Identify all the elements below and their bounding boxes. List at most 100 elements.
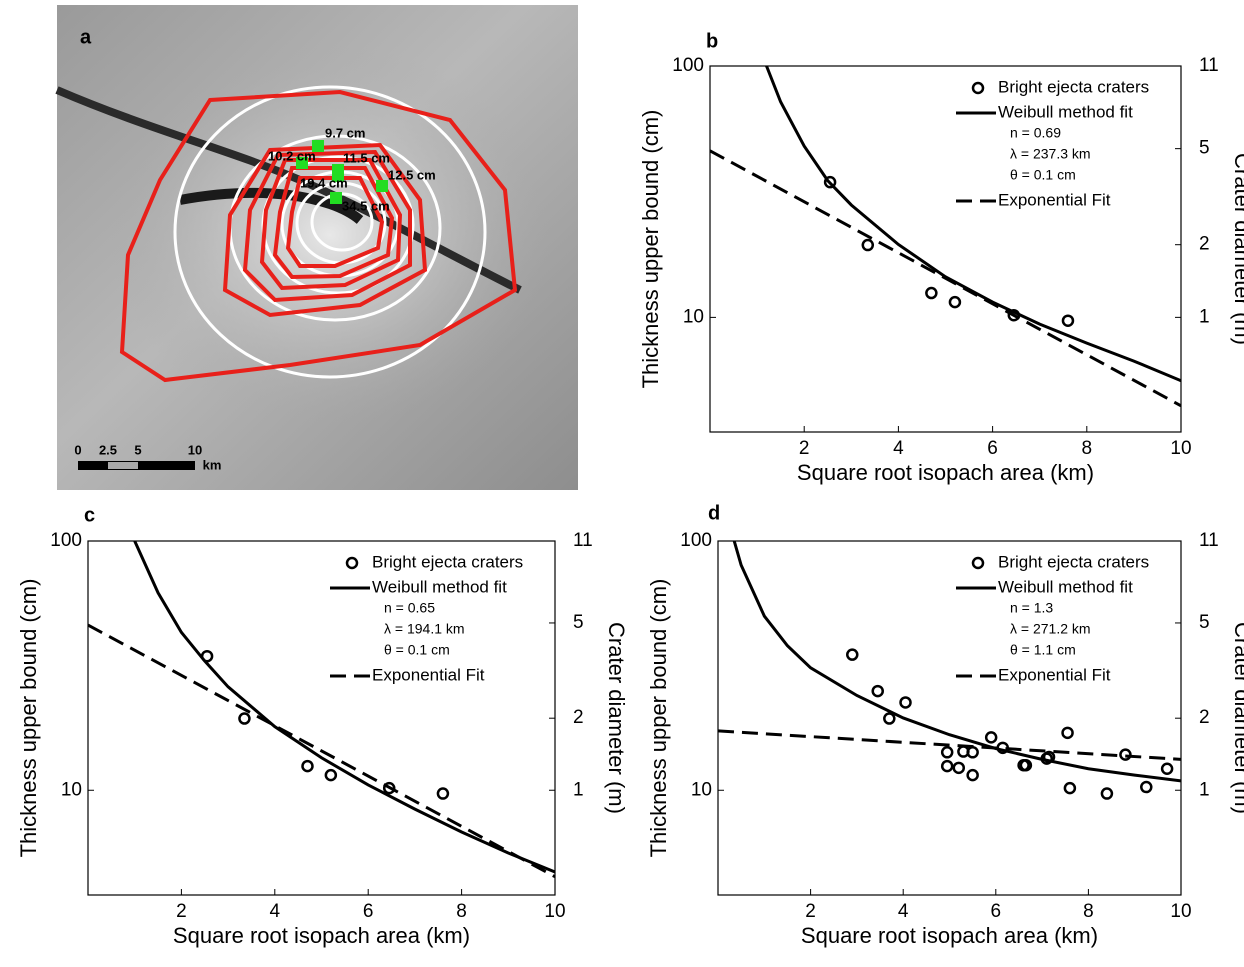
- panel-label: c: [84, 504, 95, 526]
- data-point: [382, 781, 396, 795]
- fissure: [179, 188, 364, 224]
- x-tick-label: 4: [893, 438, 904, 459]
- x-axis-label: Square root isopach area (km): [801, 923, 1098, 948]
- data-point: [940, 759, 954, 773]
- exponential-fit-line: [718, 729, 1181, 761]
- panel-label: d: [708, 502, 720, 524]
- fit-parameter: λ = 194.1 km: [384, 621, 465, 637]
- y-tick-label: 100: [672, 55, 704, 76]
- scale-label: 10: [188, 442, 202, 457]
- plot-area: [710, 66, 1181, 408]
- x-tick-label: 8: [456, 901, 467, 922]
- legend-label: Weibull method fit: [998, 577, 1133, 596]
- data-point: [899, 696, 912, 709]
- legend-label: Exponential Fit: [372, 665, 485, 684]
- legend-marker: [971, 556, 985, 570]
- x-tick-label: 10: [544, 901, 565, 922]
- y2-tick-label: 11: [1199, 55, 1219, 76]
- y2-tick-label: 2: [1199, 234, 1210, 255]
- legend-label: Bright ejecta craters: [998, 77, 1149, 96]
- x-tick-label: 6: [991, 901, 1002, 922]
- exponential-fit-line: [710, 149, 1181, 408]
- scale-bar: [78, 461, 195, 470]
- weibull-fit-line: [765, 66, 1181, 383]
- data-point: [1160, 762, 1174, 775]
- data-point: [883, 712, 896, 725]
- fit-parameter: θ = 0.1 cm: [384, 642, 450, 658]
- data-point: [823, 175, 837, 189]
- x-tick-label: 6: [987, 438, 998, 459]
- data-point: [966, 768, 979, 782]
- y2-tick-label: 2: [1199, 707, 1210, 728]
- fit-parameter: n = 0.69: [1010, 125, 1061, 141]
- fit-parameter: λ = 271.2 km: [1010, 621, 1091, 637]
- sample-site: [330, 192, 342, 204]
- y2-axis-label: Crater diameter (m): [1230, 622, 1244, 814]
- x-axis-label: Square root isopach area (km): [173, 923, 470, 948]
- data-point: [1063, 781, 1077, 795]
- isopach-label: 10.2 cm: [268, 148, 316, 163]
- y2-tick-label: 11: [573, 530, 593, 551]
- scale-label: 0: [74, 442, 81, 457]
- y2-tick-label: 11: [1199, 530, 1219, 551]
- map-panel: a: [55, 5, 578, 490]
- y2-tick-label: 1: [573, 779, 584, 800]
- data-point: [301, 759, 314, 773]
- legend-label: Exponential Fit: [998, 190, 1111, 209]
- x-tick-label: 4: [898, 901, 909, 922]
- y2-tick-label: 5: [1199, 612, 1210, 633]
- data-point: [436, 787, 450, 800]
- panel-label: b: [706, 30, 718, 52]
- scale-label: 2.5: [99, 442, 117, 457]
- data-point: [1119, 748, 1132, 761]
- x-tick-label: 8: [1083, 901, 1094, 922]
- data-point: [1140, 780, 1153, 794]
- panel-label: a: [80, 26, 92, 48]
- x-tick-label: 2: [805, 901, 816, 922]
- legend-marker: [971, 81, 985, 95]
- y2-tick-label: 1: [1199, 779, 1210, 800]
- y2-axis-label: Crater diameter (m): [1230, 153, 1244, 345]
- plot-area: [718, 541, 1181, 800]
- y2-axis-label: Crater diameter (m): [604, 622, 629, 814]
- fit-parameter: n = 1.3: [1010, 600, 1053, 616]
- plot-frame: [709, 65, 1182, 433]
- legend-marker: [345, 556, 359, 570]
- weibull-fit-line: [133, 541, 555, 874]
- scale-label: km: [203, 457, 222, 472]
- y-axis-label: Thickness upper bound (cm): [646, 579, 671, 858]
- isopach-label: 12.5 cm: [388, 167, 436, 182]
- sample-site: [312, 140, 324, 152]
- legend-label: Weibull method fit: [998, 102, 1133, 121]
- y2-tick-label: 2: [573, 707, 584, 728]
- exponential-fit-line: [88, 623, 555, 879]
- data-point: [1100, 787, 1114, 800]
- x-tick-label: 4: [270, 901, 281, 922]
- x-tick-label: 2: [799, 438, 810, 459]
- ejecta-halo: [110, 45, 550, 425]
- data-point: [940, 746, 954, 759]
- x-tick-label: 8: [1082, 438, 1093, 459]
- mapped-isopachs: [119, 89, 518, 383]
- legend-label: Bright ejecta craters: [372, 552, 523, 571]
- sample-site: [332, 170, 344, 182]
- x-tick-label: 2: [176, 901, 187, 922]
- y-axis-label: Thickness upper bound (cm): [638, 110, 663, 389]
- y-tick-label: 100: [680, 530, 712, 551]
- y-tick-label: 10: [683, 306, 704, 327]
- x-tick-label: 10: [1170, 901, 1191, 922]
- y2-tick-label: 5: [573, 612, 584, 633]
- isopach-label: 11.5 cm: [343, 150, 390, 165]
- data-point: [948, 295, 962, 309]
- data-point: [238, 712, 251, 725]
- y-tick-label: 10: [61, 779, 82, 800]
- fit-parameter: θ = 0.1 cm: [1010, 167, 1076, 183]
- fit-parameter: n = 0.65: [384, 600, 435, 616]
- isopach-label: 19.4 cm: [300, 175, 348, 190]
- isopach-label: 9.7 cm: [325, 125, 365, 140]
- fit-parameter: θ = 1.1 cm: [1010, 642, 1076, 658]
- y2-tick-label: 5: [1199, 138, 1210, 159]
- weibull-fit-line: [732, 541, 1181, 783]
- legend-label: Exponential Fit: [998, 665, 1111, 684]
